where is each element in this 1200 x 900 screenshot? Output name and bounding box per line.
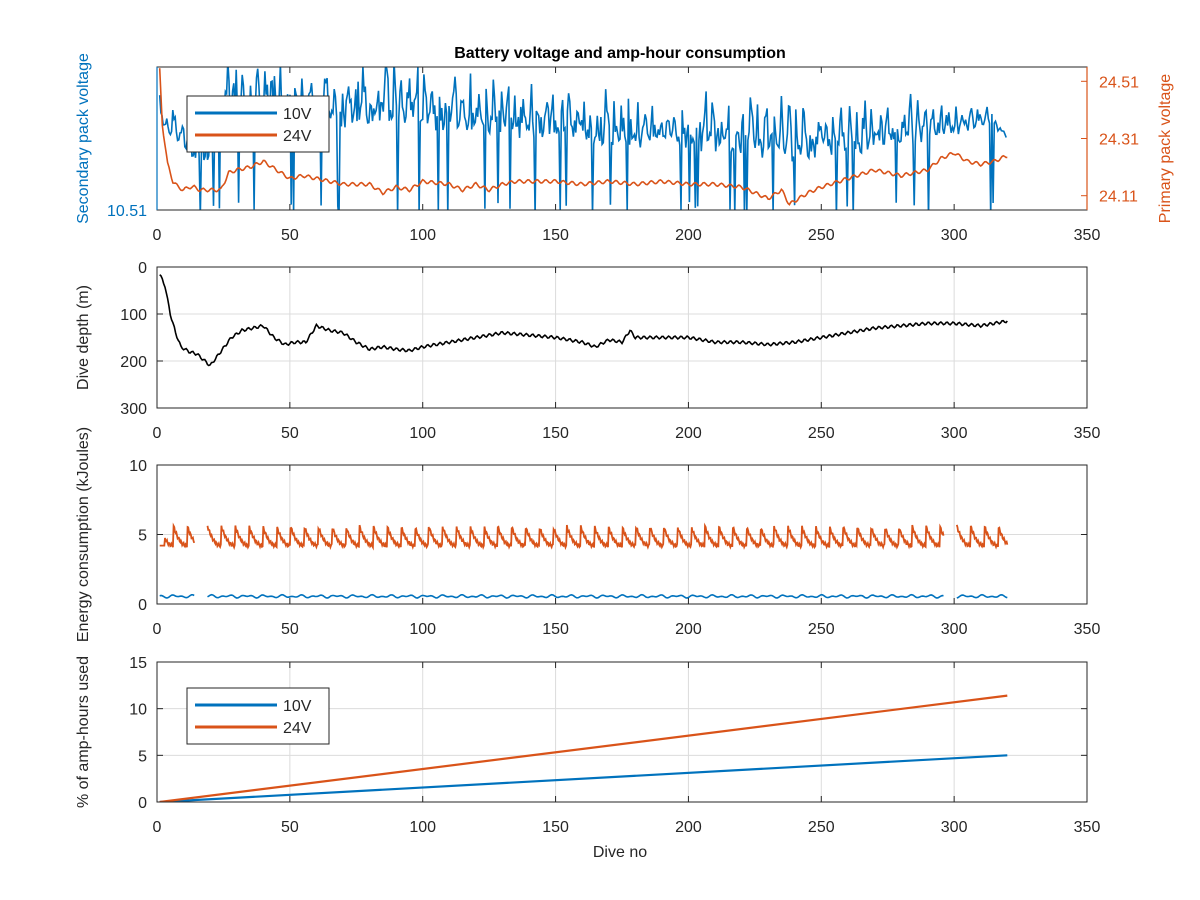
x-tick-label: 300 (941, 621, 968, 638)
y-tick-label: 5 (138, 528, 147, 545)
y-tick-label: 0 (138, 260, 147, 277)
x-tick-label: 200 (675, 819, 702, 836)
y-tick-label: 10 (129, 702, 147, 719)
legend-label-24v: 24V (283, 128, 312, 145)
x-tick-label: 150 (542, 621, 569, 638)
x-tick-label: 150 (542, 227, 569, 244)
depth-y-ticks: 0 100 200 300 (120, 260, 1087, 418)
y-tick-label: 10.51 (107, 203, 147, 220)
series-line-10v-segment (159, 594, 195, 599)
amp-hours-used-label: % of amp-hours used (75, 656, 92, 808)
x-tick-label: 0 (153, 425, 162, 442)
x-tick-label: 0 (153, 621, 162, 638)
x-tick-label: 0 (153, 227, 162, 244)
y-tick-right-label: 24.51 (1099, 74, 1139, 91)
x-tick-label: 150 (542, 425, 569, 442)
amp-hours-x-ticks: 0 50 100 150 200 250 300 350 (153, 662, 1101, 836)
legend-box (186, 95, 330, 153)
energy-panel: 0 50 100 150 200 250 300 350 0 5 10 Energy consum… (75, 427, 1100, 642)
x-tick-label: 350 (1074, 227, 1101, 244)
x-tick-label: 250 (808, 621, 835, 638)
series-line-10v-segment (207, 593, 944, 599)
x-tick-label: 0 (153, 819, 162, 836)
x-tick-label: 250 (808, 819, 835, 836)
y-tick-label: 5 (138, 748, 147, 765)
legend-label-24v: 24V (283, 720, 312, 737)
x-tick-label: 100 (409, 621, 436, 638)
x-tick-label: 350 (1074, 819, 1101, 836)
series-line-10v (159, 754, 1008, 802)
y-tick-right-label: 24.11 (1099, 189, 1138, 206)
x-axis-label: Dive no (593, 844, 647, 861)
y-tick-label: 0 (138, 795, 147, 812)
y-tick-label: 10 (129, 458, 147, 475)
y-tick-label: 0 (138, 597, 147, 614)
y-tick-label: 200 (120, 354, 147, 371)
primary-pack-voltage-label: Primary pack voltage (1157, 74, 1174, 223)
x-tick-label: 50 (281, 819, 299, 836)
depth-axes-frame (156, 266, 1088, 409)
x-tick-label: 300 (941, 227, 968, 244)
y-tick-label: 100 (120, 307, 147, 324)
chart-title: Battery voltage and amp-hour consumption (454, 45, 786, 62)
series-line-24v (158, 68, 1008, 206)
x-tick-label: 300 (941, 425, 968, 442)
series-line-10v-segment (956, 593, 1008, 599)
amp-hours-axes-frame (156, 661, 1088, 803)
x-tick-label: 50 (281, 425, 299, 442)
voltage-x-ticks: 0 50 100 150 200 250 300 350 (153, 67, 1101, 244)
x-tick-label: 250 (808, 425, 835, 442)
series-line-main (159, 274, 1008, 367)
x-tick-label: 100 (409, 425, 436, 442)
x-tick-label: 200 (675, 621, 702, 638)
depth-series (159, 274, 1008, 367)
depth-panel: 0 50 100 150 200 250 300 350 0 100 200 300 Dive de… (75, 260, 1100, 442)
x-tick-label: 100 (409, 819, 436, 836)
legend-box (186, 687, 330, 745)
voltage-panel: 0 50 100 150 200 250 300 350 10.51 24.11 24.31 24.… (75, 45, 1174, 244)
x-tick-label: 350 (1074, 425, 1101, 442)
x-tick-label: 200 (675, 425, 702, 442)
y-tick-label: 300 (120, 401, 147, 418)
y-tick-right-label: 24.31 (1099, 132, 1139, 149)
x-tick-label: 50 (281, 621, 299, 638)
amp-hours-y-ticks: 0 5 10 15 (129, 655, 1087, 812)
energy-x-ticks: 0 50 100 150 200 250 300 350 (153, 465, 1101, 638)
y-tick-label: 15 (129, 655, 147, 672)
x-tick-label: 150 (542, 819, 569, 836)
x-tick-label: 200 (675, 227, 702, 244)
x-tick-label: 50 (281, 227, 299, 244)
energy-y-ticks: 0 5 10 (129, 458, 1087, 614)
amp-hours-series (159, 694, 1008, 802)
series-line-24v-segment (206, 522, 945, 551)
x-tick-label: 100 (409, 227, 436, 244)
series-line-24v-segment (159, 522, 196, 549)
series-line-24v (159, 694, 1008, 802)
x-tick-label: 350 (1074, 621, 1101, 638)
dive-depth-label: Dive depth (m) (75, 285, 92, 390)
x-tick-label: 250 (808, 227, 835, 244)
legend-label-10v: 10V (283, 698, 312, 715)
energy-consumption-label: Energy consumption (kJoules) (75, 427, 92, 642)
voltage-y-ticks: 10.51 24.11 24.31 24.51 (107, 67, 1139, 220)
secondary-pack-voltage-label: Secondary pack voltage (75, 53, 92, 224)
energy-series (159, 522, 1009, 599)
x-tick-label: 300 (941, 819, 968, 836)
series-line-24v-segment (955, 524, 1009, 550)
legend-label-10v: 10V (283, 106, 312, 123)
depth-x-ticks: 0 50 100 150 200 250 300 350 (153, 267, 1101, 442)
